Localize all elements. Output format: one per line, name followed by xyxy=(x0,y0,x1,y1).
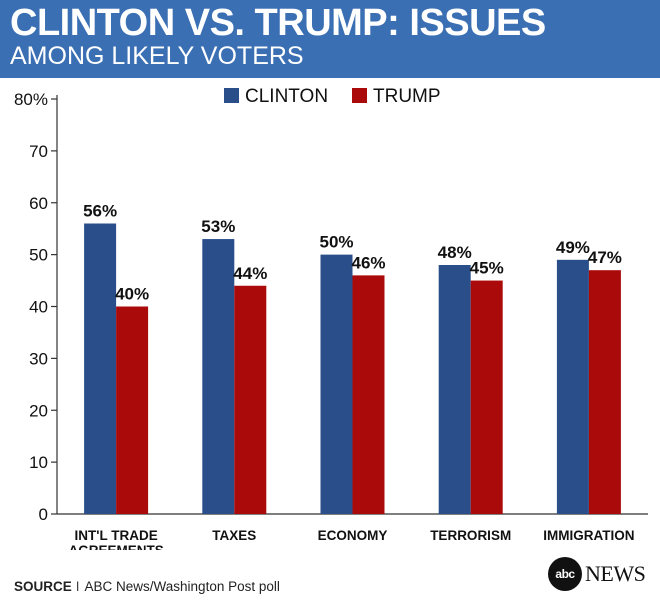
bar-trump xyxy=(588,270,621,514)
abc-news-logo: abc NEWS xyxy=(548,556,646,592)
source-separator: I xyxy=(75,579,80,594)
legend-label-clinton: CLINTON xyxy=(245,86,328,107)
abc-logo-icon: abc xyxy=(548,557,582,591)
chart-title: CLINTON VS. TRUMP: ISSUES xyxy=(10,2,546,44)
y-tick-label: 80% xyxy=(14,90,48,109)
data-label-trump: 47% xyxy=(588,248,622,267)
bar-clinton xyxy=(320,254,353,514)
chart-header: CLINTON VS. TRUMP: ISSUES AMONG LIKELY V… xyxy=(0,0,660,78)
data-label-trump: 46% xyxy=(351,253,385,272)
data-label-trump: 44% xyxy=(233,264,267,283)
chart-subtitle: AMONG LIKELY VOTERS xyxy=(10,42,304,70)
bar-trump xyxy=(352,275,385,514)
data-label-clinton: 56% xyxy=(83,202,117,221)
y-tick-label: 10 xyxy=(29,453,48,472)
data-label-clinton: 53% xyxy=(201,217,235,236)
data-label-clinton: 49% xyxy=(556,238,590,257)
news-logo-word: NEWS xyxy=(585,561,646,586)
y-tick-label: 50 xyxy=(29,246,48,265)
y-tick-label: 0 xyxy=(39,505,48,524)
y-tick-label: 70 xyxy=(29,142,48,161)
bar-clinton xyxy=(556,259,589,514)
x-category-label: TAXES xyxy=(212,528,256,543)
legend-swatch-clinton xyxy=(224,88,239,103)
data-label-clinton: 50% xyxy=(319,233,353,252)
bar-trump xyxy=(470,280,503,514)
x-category-label: INT'L TRADE xyxy=(74,528,157,543)
x-category-label: ECONOMY xyxy=(318,528,388,543)
y-tick-label: 20 xyxy=(29,401,48,420)
legend-label-trump: TRUMP xyxy=(373,86,441,107)
data-label-clinton: 48% xyxy=(438,243,472,262)
source-label: SOURCE xyxy=(14,579,72,594)
x-category-label: IMMIGRATION xyxy=(543,528,634,543)
source-note: SOURCE I ABC News/Washington Post poll xyxy=(14,579,280,594)
legend-swatch-trump xyxy=(352,88,367,103)
bar-clinton xyxy=(84,223,117,514)
bar-chart: 0 10 20 30 40 50 60 70 80% INT'L TRADEAGREEMENTS T… xyxy=(14,86,648,550)
bar-clinton xyxy=(438,265,471,514)
bar-clinton xyxy=(202,239,235,514)
x-category-label: TERRORISM xyxy=(430,528,511,543)
data-label-trump: 45% xyxy=(470,259,504,278)
x-category-label: AGREEMENTS xyxy=(68,543,163,550)
y-tick-label: 30 xyxy=(29,349,48,368)
bar-trump xyxy=(234,285,267,514)
y-tick-label: 60 xyxy=(29,194,48,213)
source-text: ABC News/Washington Post poll xyxy=(84,579,280,594)
bar-trump xyxy=(116,306,149,514)
data-label-trump: 40% xyxy=(115,285,149,304)
y-tick-label: 40 xyxy=(29,298,48,317)
